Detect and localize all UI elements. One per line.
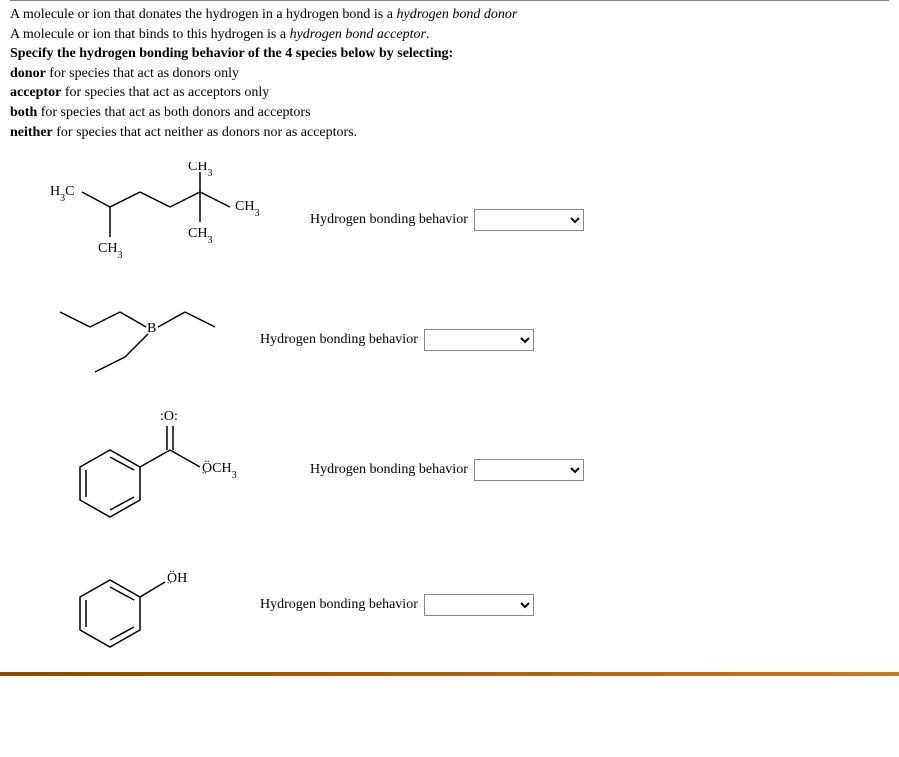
intro-1a: A molecule or ion that donates the hydro… (10, 7, 396, 22)
structure-4: ÖH ¨ (40, 552, 240, 657)
select-3[interactable] (474, 459, 584, 481)
label-ch3-b: CH3 (188, 226, 212, 246)
intro-1b: hydrogen bond donor (396, 7, 517, 22)
select-1[interactable] (474, 209, 584, 231)
opt4b: for species that act neither as donors n… (53, 125, 357, 140)
answer-cell-1: Hydrogen bonding behavior (270, 209, 584, 231)
option-line-4: neither for species that act neither as … (10, 123, 889, 143)
label-ch3-a: CH3 (98, 241, 122, 261)
label-h3c: H3C (50, 184, 74, 204)
opt3b: for species that act as both donors and … (37, 105, 310, 120)
intro-3: Specify the hydrogen bonding behavior of… (10, 46, 453, 61)
prompt-4: Hydrogen bonding behavior (260, 597, 418, 613)
structure-3: :O: ÖCH3 ¨ (40, 402, 270, 537)
select-2[interactable] (424, 329, 534, 351)
molecule-ester: :O: ÖCH3 ¨ (40, 402, 270, 532)
intro-line-2: A molecule or ion that binds to this hyd… (10, 25, 889, 45)
prompt-1: Hydrogen bonding behavior (310, 212, 468, 228)
option-line-1: donor for species that act as donors onl… (10, 64, 889, 84)
label-ch3-d: CH3 (235, 199, 259, 219)
label-och3: ÖCH3 (202, 459, 237, 481)
label-b: B (147, 321, 156, 336)
intro-2b: hydrogen bond acceptor (290, 27, 426, 42)
structure-1: H3C CH3 CH3 CH3 CH3 (40, 162, 270, 277)
label-o: :O: (160, 409, 178, 424)
label-oh-dots: ¨ (167, 580, 172, 595)
question-3: :O: ÖCH3 ¨ Hydrogen bonding behavior (0, 402, 899, 537)
opt1b: for species that act as donors only (46, 66, 239, 81)
answer-cell-3: Hydrogen bonding behavior (270, 459, 584, 481)
molecule-phenol: ÖH ¨ (40, 552, 240, 652)
prompt-3: Hydrogen bonding behavior (310, 462, 468, 478)
instructions-block: A molecule or ion that donates the hydro… (0, 5, 899, 162)
answer-cell-4: Hydrogen bonding behavior (240, 594, 534, 616)
opt2a: acceptor (10, 85, 61, 100)
option-line-2: acceptor for species that act as accepto… (10, 83, 889, 103)
molecule-borane: B (40, 292, 240, 382)
label-och3-dots: ¨ (202, 470, 207, 485)
opt2b: for species that act as acceptors only (61, 85, 269, 100)
molecule-hydrocarbon: H3C CH3 CH3 CH3 CH3 (40, 162, 270, 272)
opt4a: neither (10, 125, 53, 140)
intro-2a: A molecule or ion that binds to this hyd… (10, 27, 290, 42)
option-line-3: both for species that act as both donors… (10, 103, 889, 123)
structure-2: B (40, 292, 240, 387)
opt3a: both (10, 105, 37, 120)
question-1: H3C CH3 CH3 CH3 CH3 Hydrogen bonding beh… (0, 162, 899, 277)
top-rule (10, 0, 889, 1)
bottom-rule (0, 672, 899, 676)
prompt-2: Hydrogen bonding behavior (260, 332, 418, 348)
intro-line-1: A molecule or ion that donates the hydro… (10, 5, 889, 25)
answer-cell-2: Hydrogen bonding behavior (240, 329, 534, 351)
select-4[interactable] (424, 594, 534, 616)
opt1a: donor (10, 66, 46, 81)
question-2: B Hydrogen bonding behavior (0, 292, 899, 387)
intro-2c: . (426, 27, 430, 42)
intro-line-3: Specify the hydrogen bonding behavior of… (10, 44, 889, 64)
question-4: ÖH ¨ Hydrogen bonding behavior (0, 552, 899, 657)
